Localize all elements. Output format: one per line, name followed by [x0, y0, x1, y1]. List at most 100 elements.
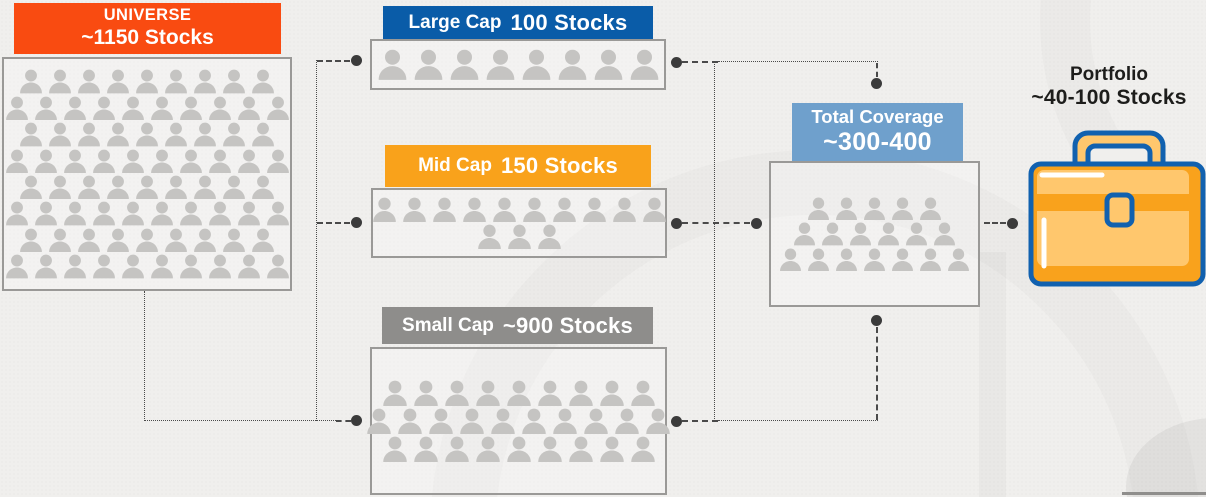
person-icon	[599, 436, 624, 463]
person-icon	[34, 254, 57, 279]
universe-box	[2, 57, 292, 291]
person-icon	[20, 175, 42, 200]
crowd-row	[777, 248, 973, 272]
crowd-row	[369, 197, 669, 222]
person-icon	[491, 408, 515, 435]
person-icon	[266, 149, 289, 173]
person-icon	[584, 408, 608, 435]
person-icon	[194, 122, 216, 147]
universe-header: UNIVERSE ~1150 Stocks	[14, 3, 281, 54]
briefcase-icon	[1028, 130, 1206, 287]
person-icon	[20, 122, 42, 147]
connector-line	[682, 420, 718, 422]
crowd-row	[2, 96, 292, 121]
person-icon	[630, 436, 655, 463]
crowd-row	[17, 69, 278, 94]
person-icon	[63, 96, 86, 121]
person-icon	[522, 197, 546, 222]
person-icon	[892, 248, 913, 272]
person-icon	[78, 70, 100, 94]
person-icon	[49, 175, 71, 200]
person-icon	[223, 228, 245, 253]
person-icon	[462, 197, 486, 222]
person-icon	[460, 408, 484, 435]
person-icon	[615, 408, 639, 435]
person-icon	[136, 228, 158, 253]
person-icon	[266, 254, 289, 279]
person-icon	[552, 197, 576, 222]
connector-dot	[671, 218, 682, 229]
person-icon	[432, 197, 456, 222]
person-icon	[121, 149, 144, 173]
person-icon	[165, 228, 187, 253]
person-icon	[237, 149, 260, 173]
person-icon	[642, 197, 666, 222]
person-icon	[179, 96, 202, 121]
crowd-row	[17, 175, 278, 200]
person-icon	[5, 201, 28, 226]
large-cap-box	[370, 39, 666, 90]
person-icon	[414, 49, 442, 80]
person-icon	[150, 96, 173, 121]
person-icon	[486, 49, 514, 80]
person-icon	[92, 96, 115, 121]
person-icon	[20, 70, 42, 94]
person-icon	[223, 70, 245, 94]
person-icon	[450, 49, 478, 80]
person-icon	[121, 96, 144, 121]
person-icon	[646, 408, 670, 435]
person-icon	[372, 197, 396, 222]
person-icon	[136, 122, 158, 147]
connector-line	[876, 63, 878, 77]
person-icon	[568, 436, 593, 463]
connector-dot	[351, 217, 362, 228]
person-icon	[492, 197, 516, 222]
person-icon	[836, 248, 857, 272]
person-icon	[808, 248, 829, 272]
person-icon	[507, 224, 531, 250]
person-icon	[179, 254, 202, 279]
person-icon	[121, 201, 144, 226]
person-icon	[630, 380, 655, 406]
person-icon	[63, 201, 86, 226]
small-cap-header: Small Cap ~900 Stocks	[382, 307, 653, 344]
total-coverage-box	[769, 161, 980, 307]
universe-title: UNIVERSE	[103, 6, 192, 25]
connector-line	[718, 420, 878, 421]
person-icon	[822, 222, 843, 246]
small-cap-value: ~900 Stocks	[502, 312, 633, 338]
person-icon	[34, 96, 57, 121]
total-coverage-title: Total Coverage	[811, 106, 944, 128]
connector-line	[984, 222, 1006, 224]
crowd-row	[791, 222, 959, 246]
person-icon	[612, 197, 636, 222]
person-icon	[5, 96, 28, 121]
person-icon	[522, 49, 550, 80]
person-icon	[49, 228, 71, 253]
connector-line	[317, 60, 350, 62]
person-icon	[49, 70, 71, 94]
person-icon	[252, 122, 274, 147]
person-icon	[63, 149, 86, 173]
crowd-row	[474, 224, 564, 250]
person-icon	[150, 201, 173, 226]
connector-dot	[871, 78, 882, 89]
connector-line	[876, 327, 878, 420]
person-icon	[92, 149, 115, 173]
person-icon	[136, 70, 158, 94]
person-icon	[920, 197, 941, 221]
connector-dot	[871, 315, 882, 326]
large-cap-value: 100 Stocks	[510, 9, 628, 35]
person-icon	[506, 380, 531, 406]
person-icon	[477, 224, 501, 250]
person-icon	[194, 228, 216, 253]
person-icon	[252, 175, 274, 200]
person-icon	[582, 197, 606, 222]
person-icon	[237, 96, 260, 121]
person-icon	[920, 248, 941, 272]
person-icon	[948, 248, 969, 272]
connector-line	[144, 291, 145, 421]
person-icon	[136, 175, 158, 200]
connector-dot	[671, 57, 682, 68]
